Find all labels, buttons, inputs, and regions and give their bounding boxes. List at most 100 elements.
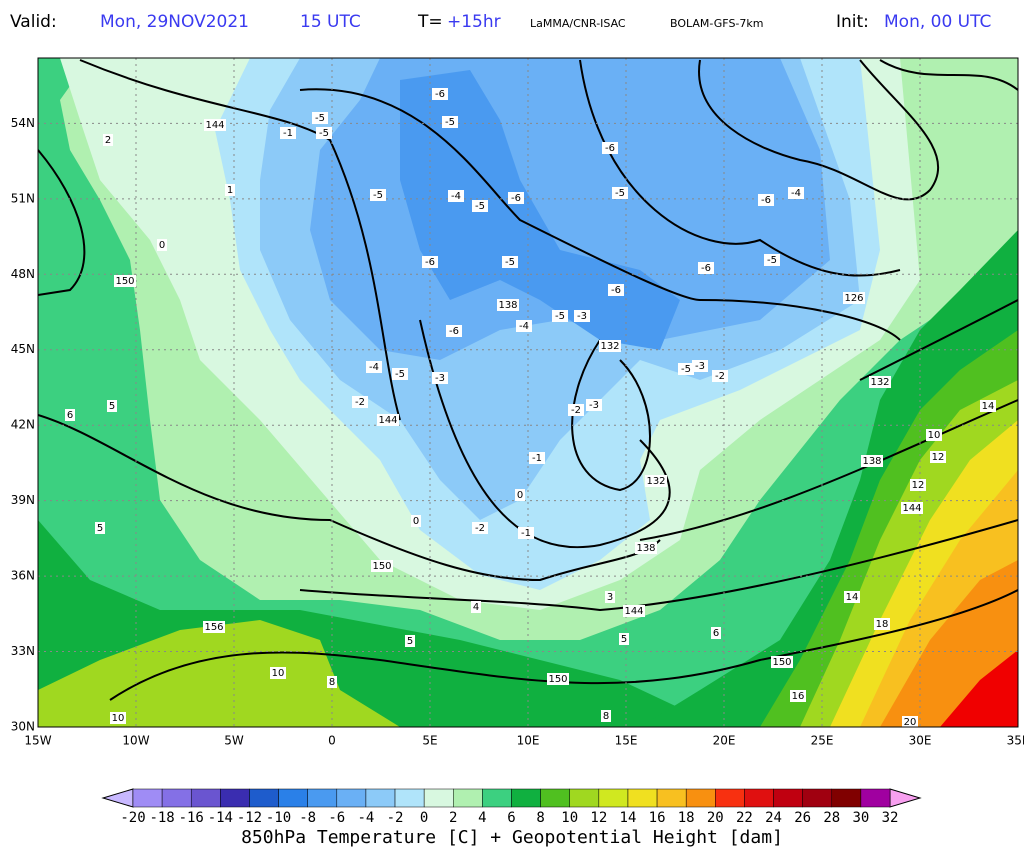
contour-label: -4 — [366, 361, 382, 373]
contour-label-text: 12 — [912, 480, 925, 491]
colorbar-label: 20 — [707, 810, 724, 826]
contour-label-text: 150 — [115, 276, 134, 287]
contour-label-box — [432, 88, 448, 100]
y-tick-label: 30N — [11, 720, 35, 734]
contour-label: 138 — [861, 455, 883, 467]
contour-label-box — [711, 627, 721, 639]
contour-label-text: 5 — [109, 401, 115, 412]
contour-label-box — [844, 591, 860, 603]
contour-label: -5 — [678, 363, 694, 375]
contour-label: 5 — [405, 635, 415, 647]
contour-label: 0 — [515, 489, 525, 501]
map-frame — [37, 57, 1019, 728]
contour-label-text: 144 — [205, 120, 224, 131]
contour-label-text: 132 — [870, 377, 889, 388]
contour-label-box — [874, 618, 890, 630]
colorbar-box — [569, 788, 600, 808]
contour-label: 132 — [645, 475, 667, 487]
contour-label-text: 132 — [646, 476, 665, 487]
colorbar-box — [220, 788, 250, 808]
contour-label-text: 20 — [904, 717, 917, 728]
contour-label: -2 — [472, 522, 488, 534]
contour-label-box — [114, 275, 136, 287]
colorbar-label: -8 — [299, 810, 316, 826]
contour-label: 20 — [902, 716, 918, 728]
contour-label-box — [280, 127, 296, 139]
contour-label-text: 144 — [902, 503, 921, 514]
colorbar-label: -2 — [387, 810, 404, 826]
contour-label-box — [432, 372, 448, 384]
contour-label: 144 — [377, 414, 399, 426]
contour-label-text: 156 — [204, 622, 223, 633]
lead-label: T= — [417, 12, 443, 32]
contour-label-text: -3 — [589, 400, 599, 411]
contour-label-box — [371, 560, 393, 572]
contour-label: -6 — [508, 192, 524, 204]
contour-label-text: 5 — [621, 634, 627, 645]
contour-label-box — [698, 262, 714, 274]
contour-label-box — [771, 656, 793, 668]
colorbar-label: 24 — [765, 810, 782, 826]
contour-label: -1 — [518, 527, 534, 539]
y-tick-label: 45N — [11, 342, 35, 356]
contour-label-text: 10 — [272, 668, 285, 679]
colorbar-box — [365, 788, 396, 808]
contour-label-box — [601, 710, 611, 722]
contour-label: 0 — [411, 515, 421, 527]
contour-label-box — [518, 527, 534, 539]
contour-label: 8 — [601, 710, 611, 722]
contour-label-text: -5 — [315, 113, 325, 124]
y-tick-label: 36N — [11, 569, 35, 583]
colorbar-over — [889, 788, 922, 808]
contour-label: -6 — [446, 325, 462, 337]
colorbar-label: 26 — [794, 810, 811, 826]
contour-label-box — [405, 635, 415, 647]
contour-label: 12 — [910, 479, 926, 491]
contour-label-text: -5 — [681, 364, 691, 375]
contour-label-box — [623, 605, 645, 617]
contour-label-box — [901, 502, 923, 514]
contour-label-box — [529, 452, 545, 464]
contour-label: -5 — [552, 310, 568, 322]
contour-label-text: -6 — [425, 257, 435, 268]
contour-label: 10 — [926, 429, 942, 441]
contour-label-box — [605, 591, 615, 603]
colorbar-box — [161, 788, 192, 808]
contour-label-text: 138 — [862, 456, 881, 467]
contour-label: -5 — [312, 112, 328, 124]
contour-label-text: 0 — [413, 516, 419, 527]
x-tick-label: 10W — [122, 734, 149, 748]
field-fill — [38, 620, 400, 727]
colorbar-box — [394, 788, 425, 808]
x-tick-label: 20E — [713, 734, 736, 748]
colorbar-box — [860, 788, 891, 808]
contour-label-text: -6 — [605, 143, 615, 154]
contour-label: -6 — [698, 262, 714, 274]
contour-label-text: -4 — [791, 188, 801, 199]
colorbar-label: 14 — [620, 810, 637, 826]
contour-label-text: 138 — [636, 543, 655, 554]
contour-label-text: 150 — [372, 561, 391, 572]
contour-label-box — [110, 712, 126, 724]
colorbar: -20 -18 -16 -14 -12 -10 -8 -6 -4 -2 0 2 4 6 8 10 12 14 16 1… — [101, 788, 922, 826]
contour-label-box — [599, 340, 621, 352]
colorbar-label: 6 — [507, 810, 515, 826]
contour-label-text: 6 — [713, 628, 719, 639]
colorbar-label: 10 — [561, 810, 578, 826]
colorbar-label: 8 — [536, 810, 544, 826]
contour-label: 10 — [110, 712, 126, 724]
colorbar-label: -12 — [237, 810, 262, 826]
contour-label-text: 12 — [932, 452, 945, 463]
contour-label-text: -5 — [555, 311, 565, 322]
valid-hour: 15 UTC — [300, 12, 361, 32]
contour-label: 18 — [874, 618, 890, 630]
contour-label: 150 — [771, 656, 793, 668]
colorbar-box — [831, 788, 862, 808]
x-tick-label: 5W — [224, 734, 244, 748]
colorbar-label: -14 — [208, 810, 233, 826]
colorbar-box — [423, 788, 454, 808]
contour-label: -6 — [602, 142, 618, 154]
contour-label: -2 — [352, 396, 368, 408]
field-fill — [940, 650, 1018, 727]
